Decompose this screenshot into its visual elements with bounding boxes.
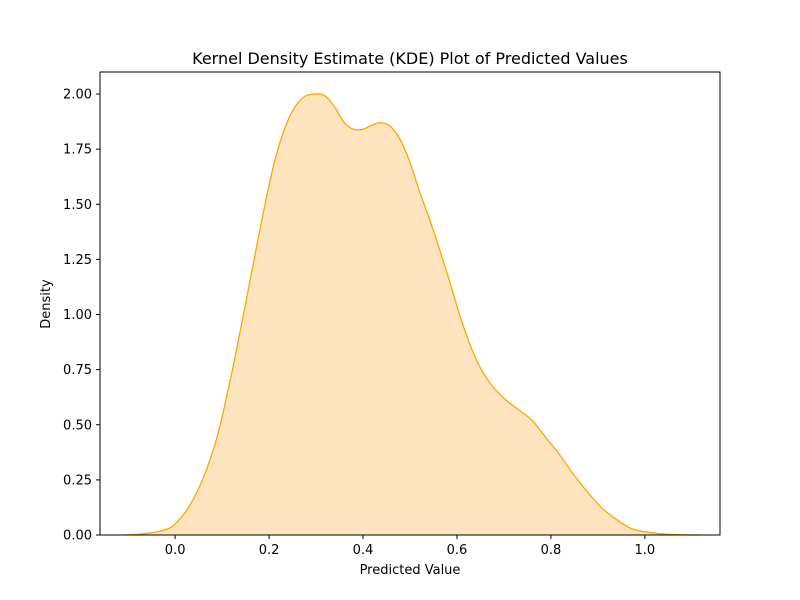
x-tick-label: 0.2 [259, 543, 280, 558]
chart-title: Kernel Density Estimate (KDE) Plot of Pr… [192, 49, 628, 68]
y-axis-label: Density [39, 279, 54, 329]
x-tick-label: 0.8 [541, 543, 562, 558]
y-tick-label: 0.75 [63, 363, 92, 378]
x-tick-label: 0.4 [353, 543, 374, 558]
x-tick-label: 0.6 [447, 543, 468, 558]
plot-frame [99, 71, 721, 536]
y-tick-label: 1.50 [63, 198, 92, 213]
x-tick-label: 1.0 [635, 543, 656, 558]
y-tick-label: 1.25 [63, 253, 92, 268]
plot-area: 0.0 0.2 0.4 0.6 0.8 1.0 0.00 0.25 0.50 0.75 1.00 1.… [63, 71, 721, 558]
y-tick-label: 0.50 [63, 418, 92, 433]
x-axis-label: Predicted Value [360, 563, 461, 578]
y-tick-label: 2.00 [63, 88, 92, 103]
x-tick-label: 0.0 [165, 543, 186, 558]
density-area-fill [123, 93, 702, 536]
y-tick-label: 0.00 [63, 529, 92, 544]
y-tick-label: 1.75 [63, 143, 92, 158]
y-tick-label: 1.00 [63, 308, 92, 323]
density-curve-line [123, 93, 702, 536]
y-tick-label: 0.25 [63, 473, 92, 488]
